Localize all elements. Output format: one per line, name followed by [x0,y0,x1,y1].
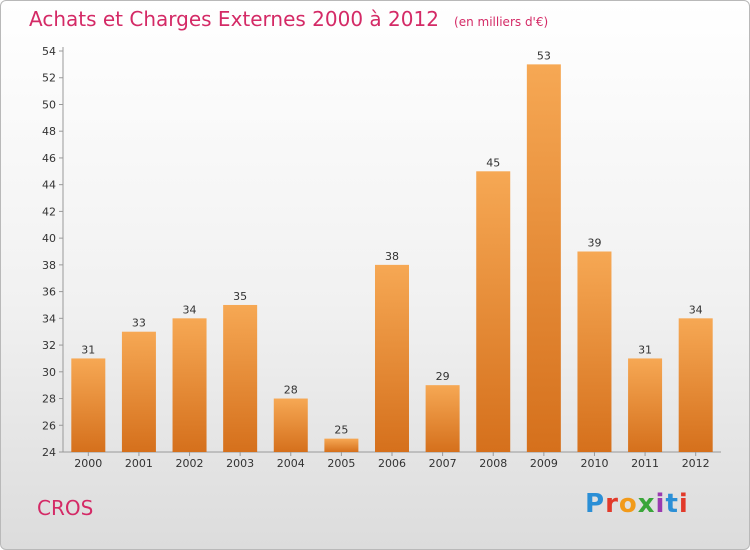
data-label: 28 [284,384,298,397]
y-tick-label: 32 [42,339,56,352]
bar [71,358,106,452]
logo-letter: t [665,489,679,519]
bar [324,438,359,452]
y-tick-label: 30 [42,366,56,379]
logo-letter: i [655,489,666,519]
y-tick-label: 46 [42,152,56,165]
y-tick-label: 42 [42,205,56,218]
bar [172,318,207,452]
bar [577,251,612,452]
logo-letter: P [585,489,606,519]
y-tick-label: 34 [42,312,56,325]
data-label: 34 [689,303,703,316]
data-label: 31 [638,343,652,356]
chart-title: Achats et Charges Externes 2000 à 2012 [29,7,439,31]
bar [526,64,561,452]
y-tick-label: 52 [42,72,56,85]
x-tick-label: 2008 [479,457,507,470]
x-tick-label: 2002 [176,457,204,470]
y-tick-label: 26 [42,419,56,432]
bar [425,385,460,452]
data-label: 53 [537,49,551,62]
bar [476,171,511,453]
data-label: 33 [132,317,146,330]
x-tick-label: 2010 [580,457,608,470]
x-tick-label: 2011 [631,457,659,470]
x-tick-label: 2000 [74,457,102,470]
bar [273,398,308,452]
bar [375,264,409,452]
logo-letter: r [605,489,619,519]
y-tick-label: 50 [42,98,56,111]
y-tick-label: 54 [42,45,56,58]
data-label: 31 [81,343,95,356]
logo-letter: x [637,489,656,519]
data-label: 38 [385,250,399,263]
place-name: CROS [37,496,94,520]
logo-letter: o [618,489,638,519]
x-tick-label: 2005 [327,457,355,470]
chart-unit: (en milliers d'€) [454,15,549,29]
logo-letter: i [678,489,689,519]
y-tick-label: 38 [42,259,56,272]
bar [121,331,156,452]
data-label: 34 [183,303,197,316]
data-label: 39 [587,237,601,250]
y-tick-label: 36 [42,286,56,299]
x-tick-label: 2001 [125,457,153,470]
x-tick-label: 2003 [226,457,254,470]
bar [223,304,258,452]
y-tick-label: 24 [42,446,56,459]
proxiti-logo: Proxiti [585,489,689,519]
chart-title-block: Achats et Charges Externes 2000 à 2012 (… [29,7,548,31]
data-label: 35 [233,290,247,303]
bar [628,358,663,452]
x-tick-label: 2006 [378,457,406,470]
x-tick-label: 2004 [277,457,305,470]
x-tick-label: 2009 [530,457,558,470]
y-tick-label: 44 [42,179,56,192]
y-tick-label: 48 [42,125,56,138]
data-label: 25 [334,424,348,437]
y-tick-label: 40 [42,232,56,245]
y-tick-label: 28 [42,393,56,406]
data-label: 29 [436,370,450,383]
x-tick-label: 2012 [682,457,710,470]
bar [678,318,713,452]
data-label: 45 [486,156,500,169]
x-tick-label: 2007 [429,457,457,470]
